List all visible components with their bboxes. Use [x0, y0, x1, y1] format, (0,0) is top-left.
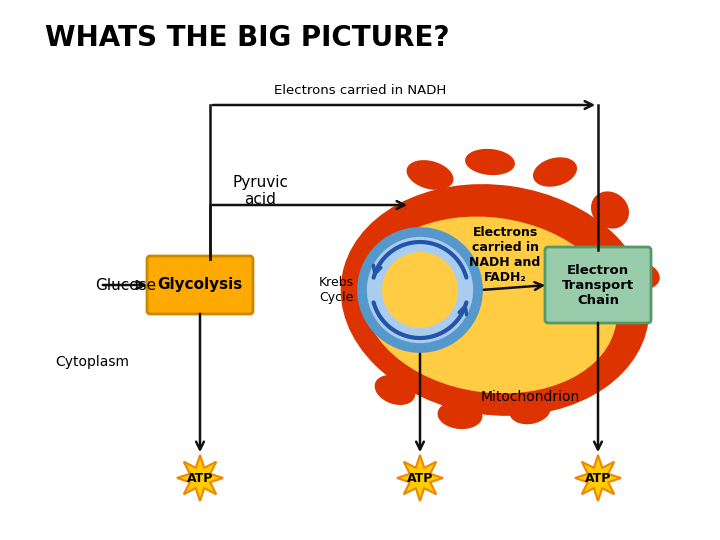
Text: ATP: ATP — [407, 471, 433, 484]
Text: ATP: ATP — [186, 471, 213, 484]
Polygon shape — [575, 455, 621, 501]
Text: Krebs
Cycle: Krebs Cycle — [319, 276, 354, 304]
FancyBboxPatch shape — [147, 256, 253, 314]
Ellipse shape — [611, 260, 660, 291]
Ellipse shape — [438, 401, 482, 429]
Ellipse shape — [465, 149, 515, 175]
Ellipse shape — [363, 217, 617, 394]
FancyBboxPatch shape — [545, 247, 651, 323]
Text: Pyruvic
acid: Pyruvic acid — [232, 175, 288, 207]
Ellipse shape — [374, 375, 415, 405]
Text: Electrons
carried in
NADH and
FADH₂: Electrons carried in NADH and FADH₂ — [469, 226, 541, 284]
Circle shape — [362, 232, 478, 348]
Polygon shape — [397, 455, 443, 501]
Text: Cytoplasm: Cytoplasm — [55, 355, 129, 369]
Ellipse shape — [509, 396, 551, 424]
Text: WHATS THE BIG PICTURE?: WHATS THE BIG PICTURE? — [45, 24, 449, 52]
Text: Mitochondrion: Mitochondrion — [480, 390, 580, 404]
Ellipse shape — [533, 157, 577, 187]
Polygon shape — [177, 455, 223, 501]
Ellipse shape — [407, 160, 454, 190]
Text: Electrons carried in NADH: Electrons carried in NADH — [274, 84, 446, 97]
Text: Glycolysis: Glycolysis — [158, 278, 243, 293]
Text: ATP: ATP — [585, 471, 611, 484]
Circle shape — [382, 252, 458, 328]
Ellipse shape — [341, 184, 649, 416]
Text: Electron
Transport
Chain: Electron Transport Chain — [562, 264, 634, 307]
Text: Glucose: Glucose — [95, 278, 156, 293]
Ellipse shape — [591, 191, 629, 228]
